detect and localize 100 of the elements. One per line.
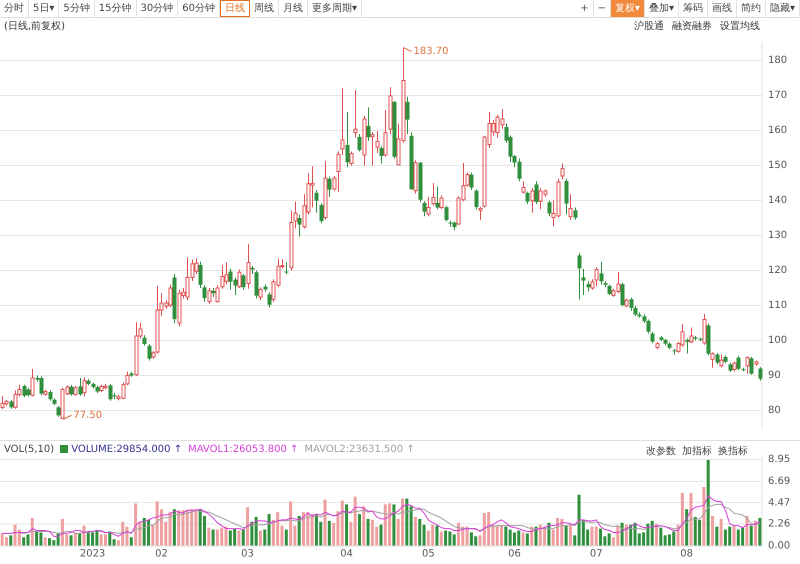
y-tick-label: 90 bbox=[768, 370, 781, 382]
candlestick bbox=[324, 160, 328, 220]
bar bbox=[608, 533, 611, 546]
legend-title: VOL(5,10) bbox=[4, 444, 54, 455]
bar bbox=[78, 533, 82, 546]
bar bbox=[237, 530, 240, 546]
bar bbox=[177, 510, 180, 546]
candlestick bbox=[354, 90, 358, 138]
bar bbox=[680, 492, 684, 546]
text: 60分钟 bbox=[178, 0, 220, 17]
bar bbox=[4, 537, 8, 546]
bar bbox=[156, 501, 159, 546]
candlestick bbox=[376, 130, 380, 154]
candlestick bbox=[608, 284, 612, 296]
legend-label: VOLUME:29854.000 ↑ bbox=[71, 444, 182, 455]
bar bbox=[108, 531, 112, 546]
bar bbox=[672, 531, 676, 546]
y-tick-label: 140 bbox=[768, 195, 788, 206]
bar bbox=[104, 534, 107, 546]
bar bbox=[599, 528, 602, 546]
text: 融资融券 bbox=[672, 21, 712, 32]
bar bbox=[745, 516, 748, 546]
candlestick bbox=[564, 178, 568, 215]
annotation: 加指标 bbox=[682, 446, 712, 457]
text: MAVOL1:26053.800 ↑ bbox=[188, 444, 298, 455]
bar bbox=[685, 509, 688, 546]
candlestick bbox=[526, 191, 530, 204]
candlestick bbox=[268, 292, 272, 308]
candlestick bbox=[384, 109, 388, 158]
text: MAVOL2:23631.500 ↑ bbox=[304, 444, 415, 455]
candlestick bbox=[56, 405, 60, 418]
bar bbox=[86, 532, 90, 546]
text: 周线 bbox=[250, 0, 279, 17]
candlestick bbox=[426, 196, 430, 217]
bar bbox=[414, 516, 417, 546]
candlestick bbox=[586, 280, 590, 292]
annotation: 183.70 bbox=[414, 46, 449, 58]
bar bbox=[470, 532, 473, 546]
bar bbox=[517, 530, 520, 546]
candlestick bbox=[380, 146, 384, 164]
bar bbox=[212, 530, 215, 546]
y-tick-label: 120 bbox=[768, 265, 788, 276]
candlestick bbox=[448, 220, 452, 228]
text: 15分钟 bbox=[94, 0, 136, 17]
bar bbox=[418, 518, 422, 546]
candlestick bbox=[690, 327, 694, 344]
bar bbox=[121, 522, 124, 546]
candlestick bbox=[672, 348, 676, 355]
bar bbox=[646, 524, 650, 546]
candlestick bbox=[86, 378, 90, 386]
y-tick-label: 160 bbox=[768, 125, 788, 136]
bar bbox=[496, 526, 499, 546]
bar bbox=[522, 532, 525, 546]
candlestick bbox=[418, 162, 422, 203]
bar bbox=[324, 500, 327, 546]
bar bbox=[728, 526, 732, 546]
bar bbox=[568, 526, 572, 546]
bar bbox=[220, 528, 224, 546]
bar bbox=[216, 530, 219, 546]
bar bbox=[44, 537, 47, 546]
bar bbox=[370, 520, 374, 546]
y-tick-label: 0.00 bbox=[768, 540, 790, 552]
candlestick bbox=[172, 274, 176, 324]
bar bbox=[526, 533, 529, 546]
bar bbox=[482, 513, 486, 546]
candlestick bbox=[668, 342, 672, 350]
bar bbox=[560, 518, 564, 546]
text: 月线 bbox=[278, 0, 308, 17]
bar bbox=[22, 537, 26, 546]
bar bbox=[706, 460, 710, 546]
candlestick bbox=[10, 400, 14, 410]
bar bbox=[655, 524, 658, 546]
bar bbox=[289, 501, 292, 546]
candlestick bbox=[134, 322, 138, 377]
bar bbox=[754, 520, 758, 546]
x-tick-label: 06 bbox=[508, 548, 521, 560]
candlestick bbox=[710, 352, 714, 368]
candlestick bbox=[578, 252, 582, 300]
y-tick-label: 6.69 bbox=[768, 476, 790, 487]
text: 画线 bbox=[708, 0, 737, 17]
candlestick bbox=[320, 202, 324, 224]
candlestick bbox=[728, 362, 732, 372]
bar bbox=[70, 535, 73, 546]
bar bbox=[328, 520, 331, 546]
text: 复权▾ bbox=[610, 0, 645, 17]
candlestick bbox=[548, 200, 552, 217]
candlestick bbox=[470, 172, 474, 190]
candlestick bbox=[254, 270, 258, 299]
candlestick bbox=[212, 288, 216, 298]
text: 隐藏▾ bbox=[766, 0, 800, 17]
candlestick bbox=[594, 266, 598, 287]
bar bbox=[306, 512, 310, 546]
bar bbox=[190, 509, 194, 546]
candlestick bbox=[422, 200, 426, 217]
bar bbox=[358, 514, 361, 546]
bar bbox=[298, 516, 301, 546]
text: 沪股通 bbox=[634, 21, 664, 32]
text: − bbox=[594, 0, 611, 17]
bar bbox=[14, 524, 17, 546]
x-tick-label: 04 bbox=[340, 548, 353, 560]
